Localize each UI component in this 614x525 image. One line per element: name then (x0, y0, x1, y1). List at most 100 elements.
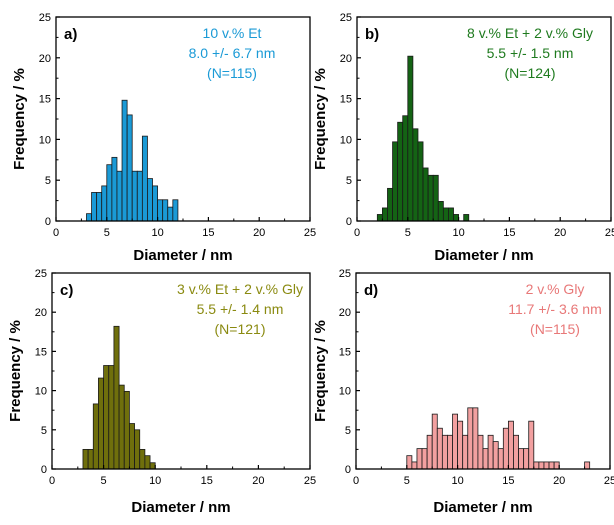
y-tick-label: 15 (35, 346, 47, 358)
histogram-bar (86, 213, 92, 221)
histogram-bar (152, 185, 159, 221)
x-tick-label: 15 (201, 475, 213, 487)
histogram-bar (172, 199, 179, 221)
histogram-bar (387, 187, 393, 221)
x-tick-label: 5 (104, 227, 110, 239)
histogram-bar (397, 121, 404, 221)
histogram-bar (437, 201, 444, 221)
x-tick-label: 15 (502, 475, 514, 487)
panel-label: b) (365, 26, 379, 43)
x-tick-label: 0 (53, 227, 59, 239)
histogram-bar (477, 434, 484, 469)
y-tick-label: 5 (45, 175, 51, 187)
x-tick-label: 20 (553, 475, 565, 487)
annotation-line: 8 v.% Et + 2 v.% Gly (467, 25, 593, 41)
histogram-bar (453, 214, 459, 221)
histogram-bar (448, 207, 454, 221)
annotation-line: 3 v.% Et + 2 v.% Gly (177, 281, 303, 297)
histogram-bar (82, 448, 89, 469)
y-tick-label: 5 (346, 175, 352, 187)
histogram-bar (381, 207, 388, 221)
annotation-line: (N=124) (505, 65, 556, 81)
bars (82, 325, 156, 469)
x-tick-label: 10 (451, 475, 463, 487)
x-axis-label: Diameter / nm (433, 499, 532, 516)
y-tick-label: 25 (340, 12, 352, 24)
histogram-panel-2: 0 5 10 15 20 25 0 5 10 15 20 25 Diameter / nm Frequen… (312, 12, 614, 264)
histogram-bar (427, 174, 434, 221)
x-tick-label: 5 (404, 475, 410, 487)
y-tick-label: 10 (35, 386, 47, 398)
histogram-bar (98, 377, 105, 469)
bars (86, 99, 179, 221)
bars (376, 55, 470, 221)
histogram-bar (111, 156, 118, 221)
annotation-line: (N=115) (530, 321, 580, 337)
x-tick-label: 20 (554, 227, 566, 239)
histogram-bar (417, 141, 424, 221)
histogram-bar (91, 192, 98, 221)
histogram-bar (412, 128, 419, 221)
y-axis-label: Frequency / % (11, 68, 28, 170)
y-tick-label: 10 (39, 134, 51, 146)
histogram-bar (402, 115, 409, 221)
histogram-bar (149, 462, 156, 469)
x-axis-label: Diameter / nm (133, 247, 232, 264)
histogram-bar (406, 455, 413, 469)
y-tick-label: 0 (45, 216, 51, 228)
histogram-bar (523, 448, 530, 469)
panel-label: d) (364, 282, 378, 299)
x-tick-label: 20 (252, 475, 264, 487)
histogram-bar (106, 164, 113, 221)
histogram-bar (139, 448, 146, 469)
histogram-bar (157, 199, 164, 221)
histogram-bar (441, 434, 448, 469)
histogram-bar (487, 434, 494, 469)
x-tick-label: 0 (354, 227, 360, 239)
y-tick-label: 25 (339, 268, 351, 280)
histogram-bar (457, 420, 464, 469)
histogram-bar (538, 461, 545, 469)
histogram-bar (452, 413, 458, 469)
histogram-bar (463, 214, 470, 221)
x-tick-label: 0 (49, 475, 55, 487)
histogram-bar (432, 174, 439, 221)
x-tick-label: 15 (202, 227, 214, 239)
y-axis-label: Frequency / % (312, 68, 329, 170)
x-axis-label: Diameter / nm (434, 247, 533, 264)
y-tick-label: 10 (340, 134, 352, 146)
annotation-line: (N=121) (215, 321, 266, 337)
histogram-bar (497, 448, 504, 469)
histogram-bar (548, 461, 555, 469)
y-axis-label: Frequency / % (312, 320, 329, 422)
y-tick-label: 15 (39, 94, 51, 106)
histogram-bar (513, 434, 519, 469)
histogram-bar (442, 207, 449, 221)
histogram-bar (144, 455, 151, 469)
histogram-bar (411, 461, 418, 469)
histogram-bar (431, 413, 438, 469)
y-tick-label: 20 (340, 53, 352, 65)
y-tick-label: 0 (345, 464, 351, 476)
y-tick-label: 15 (340, 94, 352, 106)
histogram-bar (103, 365, 110, 469)
histogram-bar (134, 429, 141, 469)
x-tick-label: 10 (452, 227, 464, 239)
histogram-bar (118, 384, 125, 469)
histogram-bar (467, 407, 474, 469)
histogram-bar (543, 461, 550, 469)
histogram-bar (167, 206, 174, 221)
annotation-line: 10 v.% Et (203, 25, 262, 41)
y-axis-label: Frequency / % (7, 320, 24, 422)
histogram-bar (136, 170, 143, 221)
histogram-bar (502, 427, 509, 469)
y-tick-label: 25 (35, 268, 47, 280)
histogram-bar (422, 167, 429, 221)
histogram-bar (533, 461, 540, 469)
histogram-bar (416, 448, 423, 469)
histogram-bar (123, 390, 130, 469)
y-tick-label: 5 (345, 425, 351, 437)
histogram-bar (421, 448, 428, 469)
histogram-bar (141, 135, 148, 221)
y-tick-label: 0 (346, 216, 352, 228)
